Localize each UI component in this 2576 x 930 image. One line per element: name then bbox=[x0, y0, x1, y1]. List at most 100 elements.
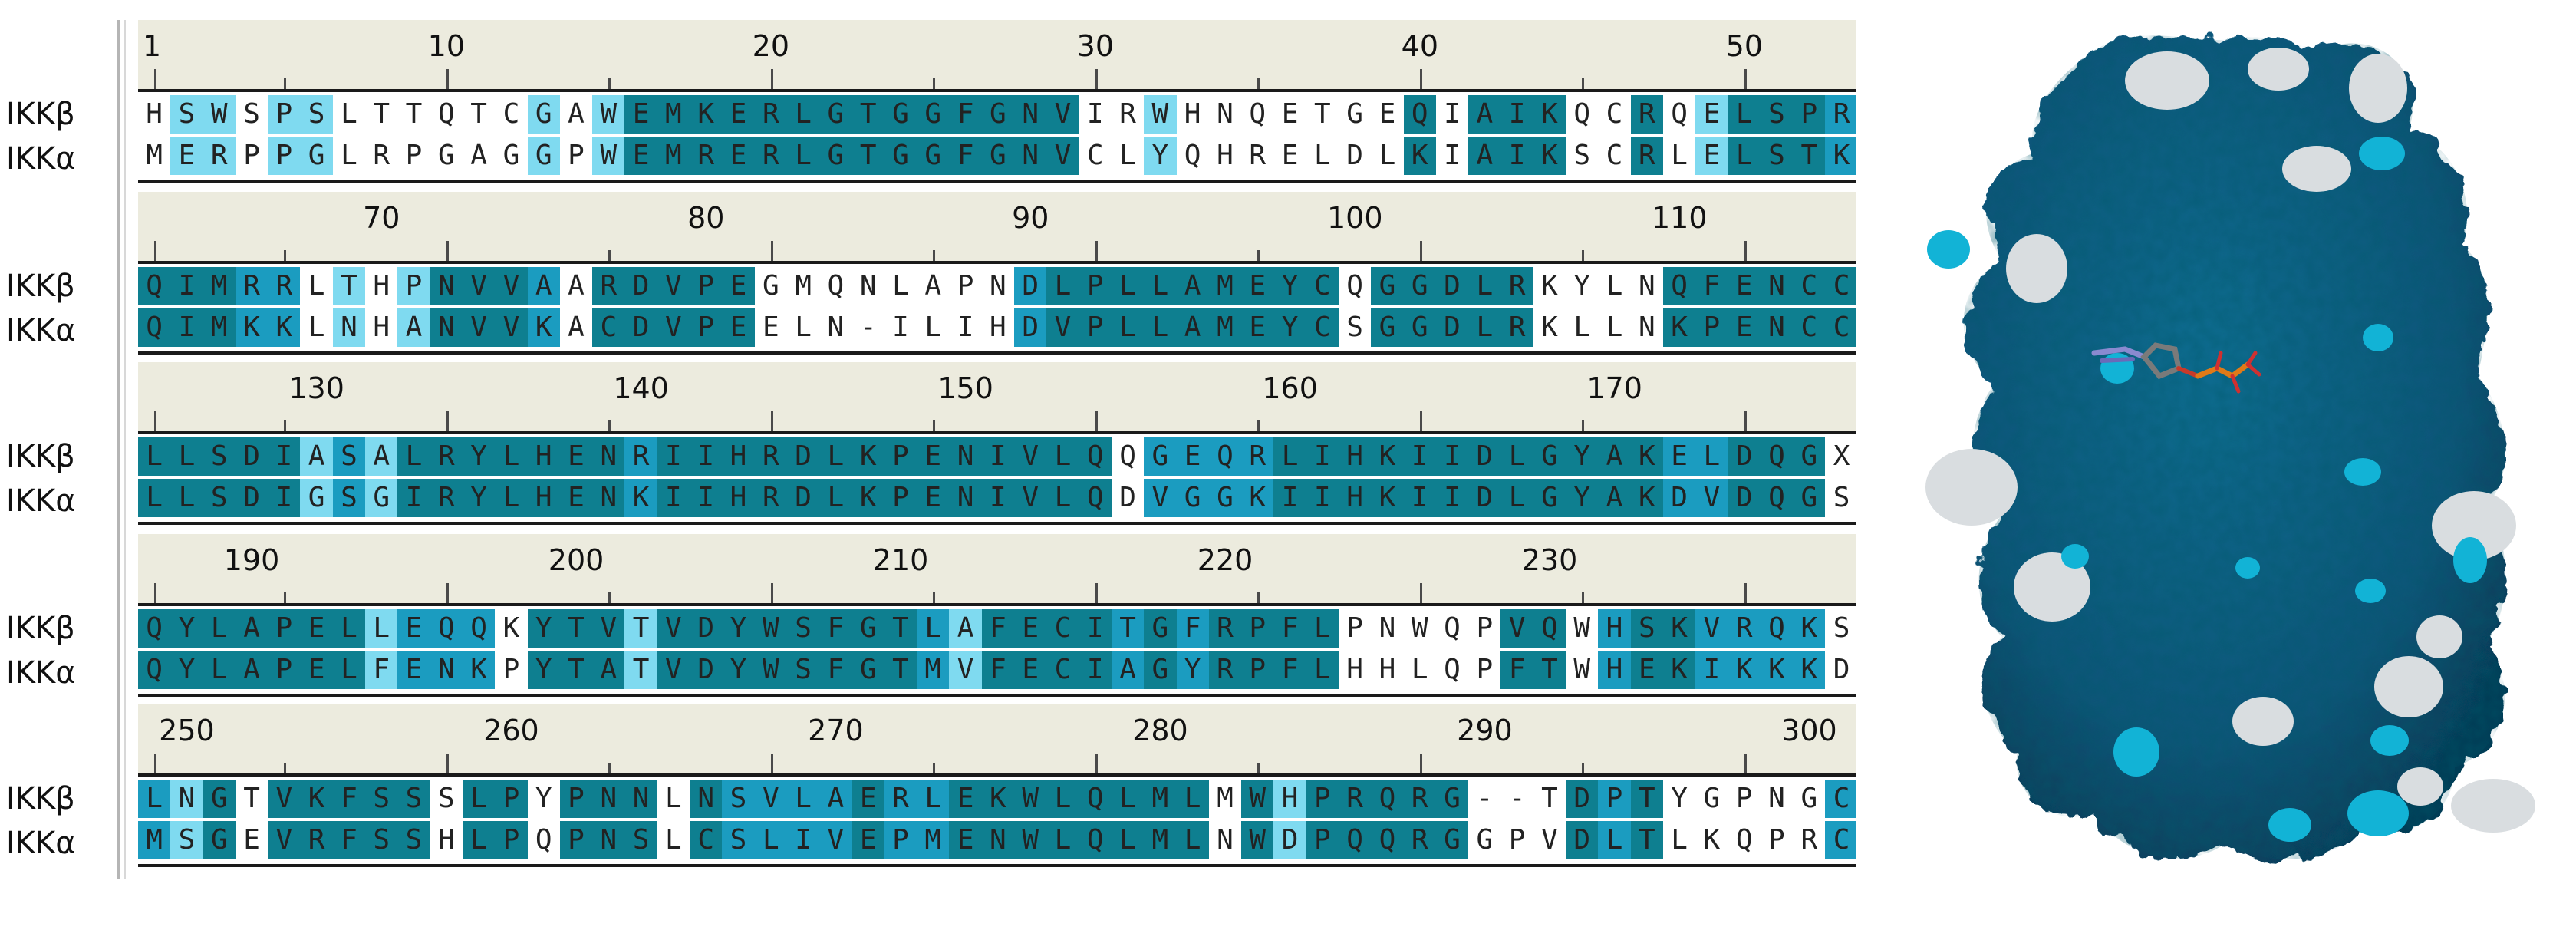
residue: H bbox=[1273, 780, 1306, 818]
residue: V bbox=[495, 308, 528, 347]
protein-surface-structure bbox=[1925, 35, 2535, 859]
sequence-label-ikka: IKKα bbox=[6, 141, 76, 176]
residue: N bbox=[430, 267, 463, 305]
ruler-number: 210 bbox=[872, 543, 929, 577]
residue: H bbox=[1338, 479, 1372, 517]
ruler-tick bbox=[446, 241, 449, 261]
residue: E bbox=[1662, 437, 1696, 476]
residue: P bbox=[1338, 609, 1372, 648]
residue: T bbox=[1111, 609, 1145, 648]
ruler-tick bbox=[1419, 411, 1422, 431]
residue: P bbox=[1468, 651, 1501, 689]
residue: A bbox=[235, 609, 268, 648]
block-bottom-rule bbox=[138, 694, 1856, 697]
residue: P bbox=[949, 267, 982, 305]
residue: L bbox=[170, 437, 203, 476]
residue: S bbox=[1630, 609, 1663, 648]
residue: L bbox=[1500, 479, 1533, 517]
residue: A bbox=[1111, 651, 1145, 689]
residue: P bbox=[397, 267, 430, 305]
sequence-label-ikkb: IKKβ bbox=[6, 269, 75, 304]
residue: E bbox=[1695, 95, 1728, 134]
variable-residue-patches bbox=[1925, 48, 2535, 833]
residue: S bbox=[235, 95, 268, 134]
ruler-number: 70 bbox=[363, 201, 400, 235]
residue: R bbox=[624, 437, 657, 476]
residue: P bbox=[495, 821, 528, 859]
residue: W bbox=[1014, 821, 1047, 859]
ruler-tick bbox=[1095, 241, 1098, 261]
ruler-tick bbox=[154, 69, 157, 89]
residue: Y bbox=[1273, 267, 1306, 305]
ruler-number: 200 bbox=[548, 543, 604, 577]
residue: I bbox=[786, 821, 820, 859]
residue: M bbox=[917, 821, 950, 859]
residue: R bbox=[1500, 267, 1533, 305]
residue: S bbox=[300, 95, 333, 134]
residue: T bbox=[1630, 821, 1663, 859]
residue: S bbox=[1825, 609, 1856, 648]
residue: I bbox=[1079, 95, 1112, 134]
residue: Q bbox=[1435, 609, 1469, 648]
residue: G bbox=[819, 95, 852, 134]
position-ruler: 1 10 20 30 40 50 bbox=[138, 20, 1856, 92]
residue: Q bbox=[1079, 437, 1112, 476]
residue: R bbox=[268, 267, 301, 305]
residue: V bbox=[1695, 479, 1728, 517]
residue: W bbox=[203, 95, 236, 134]
residue: L bbox=[1046, 267, 1079, 305]
residue: N bbox=[1014, 137, 1047, 175]
residue: V bbox=[754, 780, 787, 818]
residue: K bbox=[1630, 437, 1663, 476]
sequence-alignment-panel: 1 10 20 30 40 50 IKKβ IKKα H S W S P S L T T Q T C G A W E M K E R L… bbox=[6, 20, 1856, 879]
residue: W bbox=[592, 137, 625, 175]
residue: E bbox=[917, 479, 950, 517]
residue: V bbox=[1046, 308, 1079, 347]
residue: I bbox=[1435, 479, 1469, 517]
residue: H bbox=[1338, 651, 1372, 689]
residue: K bbox=[1371, 479, 1404, 517]
residue: L bbox=[462, 780, 496, 818]
residue: E bbox=[852, 821, 884, 859]
ruler-tick bbox=[770, 583, 773, 603]
residue: F bbox=[332, 821, 366, 859]
residue: D bbox=[1014, 308, 1047, 347]
residue: K bbox=[1403, 137, 1436, 175]
residue: L bbox=[1598, 821, 1631, 859]
residue: K bbox=[1662, 651, 1696, 689]
residue: D bbox=[1728, 479, 1761, 517]
residue: H bbox=[138, 95, 171, 134]
residue: S bbox=[170, 821, 203, 859]
residue: T bbox=[624, 651, 657, 689]
ruler-tick bbox=[933, 78, 936, 89]
residue: T bbox=[235, 780, 268, 818]
residue: T bbox=[852, 137, 884, 175]
residue: I bbox=[1695, 651, 1728, 689]
ruler-tick bbox=[1095, 69, 1098, 89]
residue: R bbox=[592, 267, 625, 305]
residue: F bbox=[1273, 651, 1306, 689]
residue: R bbox=[754, 137, 787, 175]
residue: S bbox=[332, 437, 366, 476]
residue: E bbox=[300, 651, 333, 689]
residue: L bbox=[917, 780, 950, 818]
residue: L bbox=[1046, 437, 1079, 476]
residue: L bbox=[786, 308, 820, 347]
residue: S bbox=[332, 479, 366, 517]
residue: I bbox=[690, 437, 723, 476]
residue: G bbox=[300, 137, 333, 175]
residue: A bbox=[1468, 137, 1501, 175]
sequence-label-ikkb: IKKβ bbox=[6, 611, 75, 646]
residue: L bbox=[332, 651, 366, 689]
ruler-number: 90 bbox=[1012, 201, 1049, 235]
residue: L bbox=[786, 137, 820, 175]
residue: Q bbox=[138, 651, 171, 689]
residue: I bbox=[949, 308, 982, 347]
residue: Y bbox=[722, 651, 755, 689]
ruler-tick bbox=[154, 241, 157, 261]
residue: Q bbox=[527, 821, 560, 859]
residue: L bbox=[332, 95, 366, 134]
residue: N bbox=[592, 821, 625, 859]
residue: D bbox=[1728, 437, 1761, 476]
ruler-number: 220 bbox=[1197, 543, 1253, 577]
